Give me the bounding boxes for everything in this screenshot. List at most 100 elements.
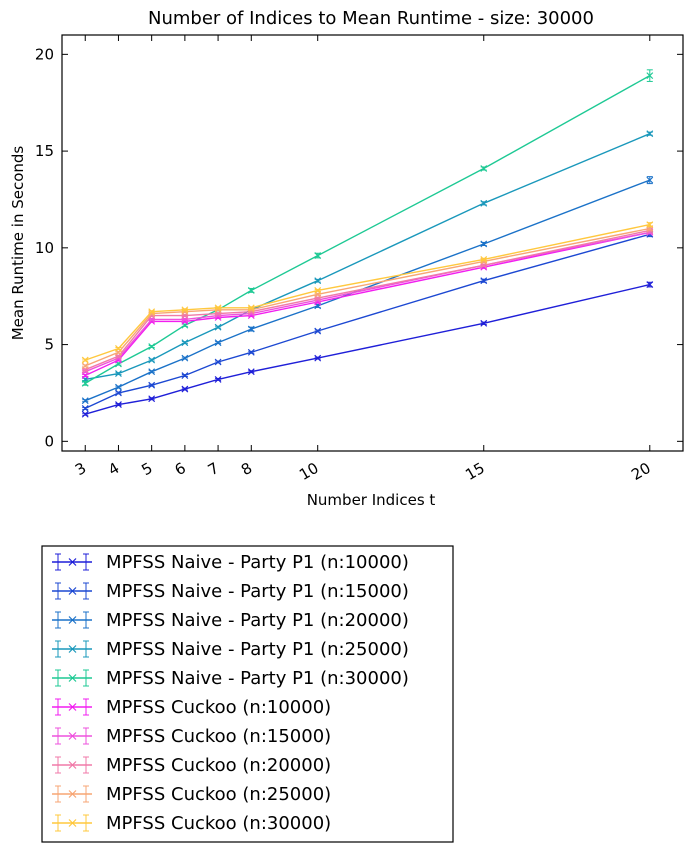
y-tick-label: 5 xyxy=(44,336,54,354)
data-point xyxy=(115,401,122,408)
legend-label: MPFSS Cuckoo (n:30000) xyxy=(106,813,331,834)
legend-marker xyxy=(68,732,77,740)
data-point xyxy=(646,221,654,229)
legend-entry: MPFSS Cuckoo (n:10000) xyxy=(52,697,331,718)
x-axis-label: Number Indices t xyxy=(307,491,436,509)
legend-marker xyxy=(68,761,77,769)
series-group xyxy=(81,176,654,405)
marker-stroke xyxy=(148,343,156,350)
data-point xyxy=(81,379,89,387)
marker-stroke xyxy=(480,277,488,285)
data-point xyxy=(646,176,654,184)
y-tick-label: 0 xyxy=(44,432,54,450)
y-tick-label: 20 xyxy=(35,45,54,63)
marker-stroke xyxy=(214,375,222,383)
data-point xyxy=(181,354,189,362)
data-point xyxy=(148,343,156,350)
marker-stroke xyxy=(115,401,122,408)
legend-entry: MPFSS Cuckoo (n:15000) xyxy=(52,726,331,747)
series-line xyxy=(84,74,651,384)
data-point xyxy=(247,325,255,333)
legend-label: MPFSS Cuckoo (n:15000) xyxy=(106,726,331,747)
series-group xyxy=(81,221,654,364)
marker-stroke xyxy=(646,176,654,184)
plot-area xyxy=(61,34,684,452)
legend-label: MPFSS Cuckoo (n:20000) xyxy=(106,755,331,776)
marker-stroke xyxy=(181,385,189,393)
legend-label: MPFSS Cuckoo (n:10000) xyxy=(106,697,331,718)
marker-stroke xyxy=(115,354,122,362)
data-point xyxy=(81,356,89,364)
marker-stroke xyxy=(247,304,255,312)
x-tick-label: 3 xyxy=(72,459,89,479)
data-point xyxy=(115,370,122,378)
y-tick-label: 15 xyxy=(35,142,54,160)
data-point xyxy=(247,304,255,312)
data-point xyxy=(646,281,654,289)
marker-stroke xyxy=(480,199,488,207)
y-axis-label: Mean Runtime in Seconds xyxy=(9,146,27,341)
data-point xyxy=(214,323,222,331)
marker-stroke xyxy=(214,323,222,331)
data-point xyxy=(214,339,222,347)
series-group xyxy=(81,228,654,376)
marker-stroke xyxy=(81,397,89,405)
data-point xyxy=(181,385,189,393)
x-tick-label: 5 xyxy=(138,459,155,479)
data-point xyxy=(646,72,654,80)
series-group xyxy=(81,130,654,383)
x-tick-label: 6 xyxy=(172,459,189,479)
marker-stroke xyxy=(148,381,156,389)
x-tick-label: 10 xyxy=(296,459,322,484)
legend-marker xyxy=(68,674,77,682)
marker-stroke xyxy=(314,327,322,335)
legend-marker xyxy=(68,616,77,624)
data-point xyxy=(214,375,222,383)
marker-stroke xyxy=(480,256,488,263)
x-tick-label: 4 xyxy=(105,459,122,479)
y-tick-label: 10 xyxy=(35,239,54,257)
marker-stroke xyxy=(314,354,322,362)
series-line xyxy=(84,229,650,371)
data-point xyxy=(81,362,89,370)
data-point xyxy=(314,277,322,285)
marker-stroke xyxy=(81,410,89,418)
legend-entry: MPFSS Cuckoo (n:20000) xyxy=(52,755,331,776)
legend-marker xyxy=(68,587,77,595)
marker-stroke xyxy=(181,354,189,362)
marker-stroke xyxy=(148,395,156,403)
legend-box xyxy=(41,545,454,843)
marker-stroke xyxy=(247,286,255,294)
data-point xyxy=(480,199,488,207)
marker-stroke xyxy=(148,356,156,364)
marker-stroke xyxy=(81,368,89,376)
marker-stroke xyxy=(314,286,322,294)
marker-stroke xyxy=(181,306,189,314)
series-group xyxy=(81,281,654,418)
marker-stroke xyxy=(247,348,255,356)
legend-entry: MPFSS Naive - Party P1 (n:10000) xyxy=(52,552,409,573)
data-point xyxy=(181,339,189,347)
legend-label: MPFSS Naive - Party P1 (n:30000) xyxy=(106,668,409,689)
data-point xyxy=(148,381,156,389)
marker-stroke xyxy=(81,379,89,387)
marker-stroke xyxy=(480,319,488,327)
legend-entry: MPFSS Naive - Party P1 (n:25000) xyxy=(52,639,409,660)
legend-marker xyxy=(68,645,77,653)
series-line xyxy=(84,179,651,402)
data-point xyxy=(480,277,488,285)
marker-stroke xyxy=(214,304,222,312)
marker-stroke xyxy=(81,405,89,412)
legend-label: MPFSS Naive - Party P1 (n:25000) xyxy=(106,639,409,660)
marker-stroke xyxy=(646,281,654,289)
marker-stroke xyxy=(480,240,488,248)
data-point xyxy=(115,389,122,397)
series-group xyxy=(81,230,654,412)
legend-entry: MPFSS Cuckoo (n:25000) xyxy=(52,784,331,805)
data-point xyxy=(247,286,255,294)
data-point xyxy=(148,368,156,376)
x-tick-label: 7 xyxy=(205,459,222,479)
data-point xyxy=(480,165,488,172)
data-point xyxy=(314,286,322,294)
legend-label: MPFSS Naive - Party P1 (n:20000) xyxy=(106,610,409,631)
